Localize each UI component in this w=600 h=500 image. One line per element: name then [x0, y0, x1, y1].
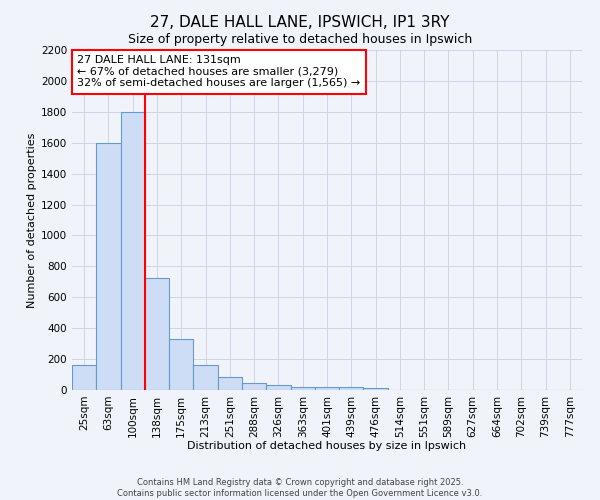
Bar	[72, 366, 96, 390]
Text: Size of property relative to detached houses in Ipswich: Size of property relative to detached ho…	[128, 32, 472, 46]
X-axis label: Distribution of detached houses by size in Ipswich: Distribution of detached houses by size …	[187, 441, 467, 451]
Bar	[169, 339, 193, 390]
Text: 27, DALE HALL LANE, IPSWICH, IP1 3RY: 27, DALE HALL LANE, IPSWICH, IP1 3RY	[150, 15, 450, 30]
Bar	[193, 366, 218, 390]
Bar	[121, 112, 145, 390]
Bar	[315, 387, 339, 390]
Text: Contains HM Land Registry data © Crown copyright and database right 2025.
Contai: Contains HM Land Registry data © Crown c…	[118, 478, 482, 498]
Bar	[364, 388, 388, 390]
Text: 27 DALE HALL LANE: 131sqm
← 67% of detached houses are smaller (3,279)
32% of se: 27 DALE HALL LANE: 131sqm ← 67% of detac…	[77, 55, 361, 88]
Bar	[218, 377, 242, 390]
Bar	[290, 387, 315, 390]
Bar	[242, 383, 266, 390]
Bar	[96, 142, 121, 390]
Bar	[266, 386, 290, 390]
Bar	[339, 387, 364, 390]
Y-axis label: Number of detached properties: Number of detached properties	[27, 132, 37, 308]
Bar	[145, 278, 169, 390]
